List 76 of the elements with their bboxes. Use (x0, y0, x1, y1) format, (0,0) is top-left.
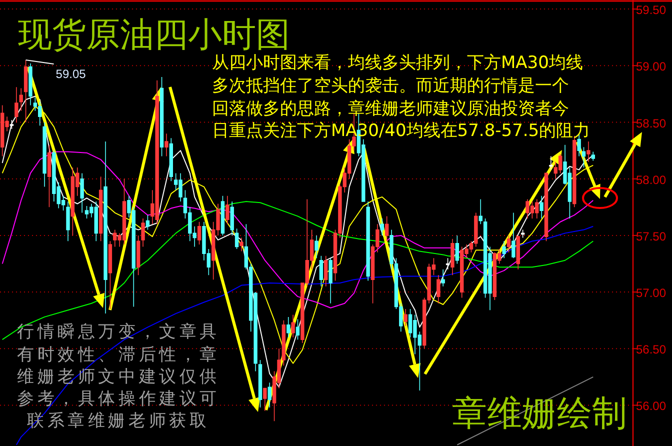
candlestick (506, 235, 511, 253)
candlestick (380, 218, 384, 236)
candlestick (446, 258, 450, 270)
candlestick (146, 214, 150, 230)
candlestick (540, 195, 544, 219)
candlestick (234, 228, 239, 250)
candlestick (450, 238, 454, 276)
y-tick-label: 58.50 (636, 116, 666, 130)
annotation: 59.05 (56, 66, 86, 81)
y-tick-label: 59.00 (636, 60, 666, 74)
candlestick (286, 316, 290, 338)
annotation: 从四小时图来看，均线多头排列，下方MA30均线 (212, 53, 583, 73)
candlestick (28, 62, 32, 106)
candlestick (324, 255, 328, 287)
candlestick (160, 76, 164, 157)
candlestick (10, 120, 14, 130)
candlestick (70, 167, 75, 236)
candlestick (384, 216, 389, 242)
line-series (16, 226, 594, 446)
candlestick (591, 151, 595, 162)
candlestick (549, 156, 553, 170)
candlestick (520, 229, 525, 238)
candlestick (226, 195, 230, 225)
candlestick (19, 88, 23, 112)
candlestick (98, 176, 103, 242)
candlestick (492, 252, 497, 300)
candlestick (455, 235, 460, 264)
candlestick (291, 314, 295, 338)
annotation: 有时效性、滞后性，章 (17, 345, 220, 365)
candlestick (404, 308, 408, 326)
candlestick (47, 144, 52, 208)
candlestick (14, 86, 18, 123)
candlestick (436, 274, 440, 304)
candlestick (197, 221, 202, 245)
y-tick-label: 59.50 (636, 3, 666, 18)
candlestick (441, 269, 445, 287)
candlestick (220, 195, 225, 236)
candlestick (366, 201, 370, 282)
y-tick-label: 56.00 (636, 399, 666, 414)
candlestick (586, 141, 590, 162)
candlestick (478, 198, 482, 225)
annotation: 多次抵挡住了空头的袭击。而近期的行情是一个 (212, 76, 569, 96)
y-tick-label: 57.50 (636, 229, 666, 244)
candlestick (328, 258, 332, 304)
candlestick (582, 146, 586, 168)
candlestick (240, 237, 244, 252)
annotation: 行情瞬息万变，文章具 (17, 322, 220, 342)
candlestick (512, 212, 516, 258)
candlestick (296, 318, 300, 340)
candlestick (141, 218, 145, 248)
candlestick (263, 388, 267, 412)
y-tick-label: 56.50 (636, 342, 666, 357)
y-tick-label: 58.00 (636, 172, 666, 187)
candlestick (544, 172, 548, 242)
candlestick (164, 133, 168, 157)
candlestick (136, 235, 140, 276)
annotation: 回落做多的思路，章维姗老师建议原油投资者今 (212, 99, 569, 119)
candlestick (104, 141, 108, 314)
candlestick (319, 255, 324, 287)
y-tick-label: 57.00 (636, 286, 666, 300)
candlestick (314, 235, 318, 258)
candlestick (268, 382, 272, 408)
candlestick (66, 201, 70, 242)
line-series (2, 200, 594, 340)
candlestick (516, 235, 520, 270)
candlestick (169, 138, 173, 182)
annotation: 参考，具体操作建议可 (17, 389, 220, 409)
candlestick (42, 122, 46, 188)
candlestick (258, 360, 262, 408)
candlestick (108, 240, 112, 310)
candlestick (80, 172, 84, 214)
annotation: 维姗老师文中建议仅供 (17, 367, 220, 387)
candlestick (24, 60, 28, 123)
candlestick (502, 240, 506, 258)
text: 现货原油四小时图 (18, 15, 290, 55)
candlestick (230, 201, 234, 236)
